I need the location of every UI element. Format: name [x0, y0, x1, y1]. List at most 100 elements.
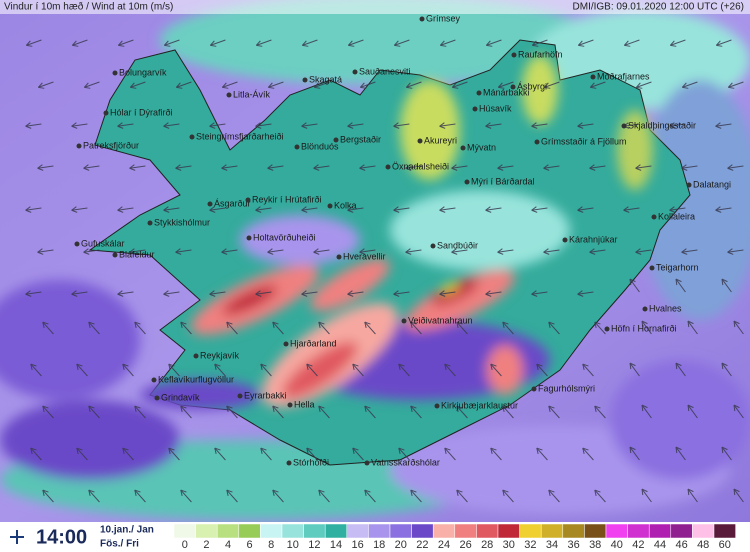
- station-marker: [74, 241, 80, 247]
- wind-arrow-head: [590, 86, 597, 89]
- wind-arrow-head: [733, 404, 740, 409]
- wind-arrow-head: [168, 447, 175, 451]
- wind-arrow-head: [629, 278, 636, 283]
- wind-arrow: [641, 488, 652, 503]
- station-marker: [151, 377, 157, 383]
- wind-arrow-head: [682, 86, 689, 89]
- wind-arrow-head: [318, 321, 321, 329]
- wind-arrow: [267, 249, 284, 253]
- wind-arrow: [590, 81, 606, 88]
- wind-arrow-head: [255, 206, 261, 211]
- wind-arrow: [83, 165, 100, 169]
- wind-arrow-head: [84, 86, 91, 89]
- wind-arrow: [209, 207, 226, 211]
- wind-arrow: [25, 207, 42, 211]
- station-marker: [419, 16, 425, 22]
- place-label: Stórhöfði: [293, 457, 329, 467]
- wind-arrow-head: [318, 321, 325, 325]
- station-marker: [642, 306, 648, 312]
- wind-arrow: [134, 489, 146, 503]
- legend-swatch: [260, 523, 283, 539]
- place-label: Bolungarvík: [119, 67, 167, 77]
- wind-arrow-head: [410, 489, 417, 493]
- wind-arrow: [306, 447, 318, 461]
- wind-arrow: [347, 291, 364, 295]
- wind-arrow: [669, 207, 686, 211]
- wind-arrow: [134, 405, 146, 419]
- place-label: Höfn í Hornafirði: [611, 323, 677, 333]
- wind-arrow-head: [577, 122, 583, 127]
- wind-arrow-head: [306, 363, 313, 367]
- wind-arrow-head: [490, 363, 497, 367]
- wind-arrow: [180, 489, 192, 503]
- wind-arrow-head: [129, 248, 135, 253]
- wind-arrow: [352, 363, 364, 377]
- wind-arrow-head: [623, 40, 629, 46]
- wind-arrow-head: [548, 489, 555, 493]
- station-marker: [154, 395, 160, 401]
- wind-arrow: [544, 81, 560, 88]
- wind-arrow-head: [456, 321, 459, 329]
- wind-arrow-head: [715, 40, 721, 46]
- wind-arrow-head: [301, 290, 307, 295]
- wind-field: [140, 55, 653, 410]
- wind-arrow-head: [578, 44, 585, 47]
- wind-arrow-head: [314, 86, 321, 89]
- wind-arrow: [687, 404, 698, 419]
- wind-arrow-head: [669, 209, 676, 213]
- wind-arrow-head: [485, 206, 491, 211]
- time: 14:00: [36, 526, 87, 548]
- wind-arrow-head: [405, 167, 412, 171]
- station-marker: [189, 134, 195, 140]
- legend-tick-label: 32: [524, 539, 536, 551]
- wind-arrow-head: [267, 82, 273, 88]
- wind-arrow-head: [497, 167, 504, 171]
- wind-arrow: [180, 405, 192, 419]
- wind-arrow-head: [635, 248, 641, 253]
- wind-arrow-head: [117, 209, 124, 213]
- station-marker: [464, 179, 470, 185]
- wind-arrow-head: [255, 122, 261, 127]
- wind-arrow-head: [347, 40, 353, 46]
- wind-arrow-head: [306, 447, 313, 451]
- station-marker: [103, 110, 109, 116]
- wind-arrow: [497, 165, 514, 169]
- wind-arrow-head: [675, 362, 682, 367]
- wind-arrow-head: [444, 363, 451, 367]
- wind-arrow: [497, 249, 514, 253]
- wind-arrow: [71, 207, 88, 211]
- wind-arrow-head: [675, 446, 678, 454]
- wind-arrow-head: [589, 82, 595, 88]
- wind-arrow-head: [226, 405, 233, 409]
- place-label: Holtavörðuheiði: [253, 232, 316, 242]
- wind-arrow-head: [301, 125, 308, 129]
- wind-arrow-head: [209, 206, 215, 211]
- wind-arrow-head: [180, 405, 183, 413]
- place-label: Hjarðarland: [290, 338, 337, 348]
- wind-arrow-head: [180, 405, 187, 409]
- wind-arrow-head: [359, 167, 366, 171]
- wind-arrow: [306, 363, 318, 377]
- wind-arrow-head: [681, 164, 687, 169]
- wind-arrow-head: [715, 122, 721, 127]
- station-marker: [237, 393, 243, 399]
- wind-arrow-head: [635, 167, 642, 171]
- station-marker: [434, 403, 440, 409]
- place-label: Veiðivatnahraun: [408, 315, 473, 325]
- wind-arrow-head: [318, 405, 325, 409]
- map-title: Vindur í 10m hæð / Wind at 10m (m/s): [4, 1, 173, 13]
- wind-arrow: [129, 165, 146, 169]
- legend-swatch: [540, 523, 564, 539]
- legend-swatch: [216, 523, 240, 539]
- wind-arrow-head: [209, 209, 216, 213]
- wind-arrow: [439, 291, 456, 295]
- wind-arrow-head: [548, 321, 551, 329]
- legend-swatch: [281, 523, 304, 539]
- wind-arrow: [393, 123, 410, 127]
- wind-arrow-head: [715, 125, 722, 129]
- wind-arrow: [715, 207, 732, 211]
- wind-arrow-head: [393, 293, 400, 297]
- wind-arrow: [721, 446, 732, 461]
- wind-arrow-head: [594, 405, 597, 413]
- wind-arrow: [728, 81, 744, 88]
